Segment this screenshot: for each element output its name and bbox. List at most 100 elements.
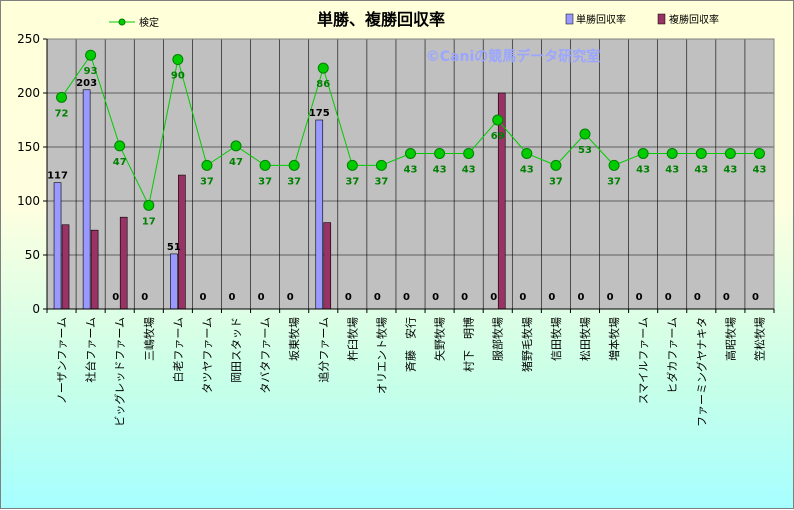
data-label-kentei: 43 bbox=[723, 164, 737, 175]
data-label-kentei: 37 bbox=[200, 176, 214, 187]
data-label-tansho: 0 bbox=[723, 292, 730, 303]
data-label-kentei: 43 bbox=[520, 164, 534, 175]
legend-swatch-fukusho bbox=[657, 13, 666, 25]
data-label-tansho: 0 bbox=[112, 292, 119, 303]
bar-tansho bbox=[170, 253, 178, 310]
legend-label-fukusho: 複勝回収率 bbox=[669, 13, 719, 26]
y-tick-label: 100 bbox=[17, 194, 40, 208]
data-label-tansho: 0 bbox=[199, 292, 206, 303]
x-category-label: タバタファーム bbox=[259, 317, 272, 394]
data-label-tansho: 0 bbox=[287, 292, 294, 303]
x-category-label: 岡田スタッド bbox=[230, 317, 243, 383]
line-series bbox=[56, 49, 765, 211]
bar-tansho bbox=[53, 182, 62, 310]
data-label-kentei: 43 bbox=[404, 164, 418, 175]
y-tick-label: 0 bbox=[32, 302, 40, 316]
bar-tansho bbox=[315, 119, 324, 310]
y-tick-label: 150 bbox=[17, 140, 40, 154]
data-label-kentei: 17 bbox=[142, 216, 156, 227]
data-label-tansho: 0 bbox=[461, 292, 468, 303]
legend-swatch-tansho bbox=[565, 13, 574, 25]
bar-fukusho bbox=[61, 224, 70, 310]
kentei-point bbox=[56, 91, 68, 103]
data-label-tansho: 0 bbox=[432, 292, 439, 303]
kentei-point bbox=[230, 140, 242, 152]
data-label-kentei: 53 bbox=[578, 145, 592, 156]
kentei-point bbox=[753, 147, 765, 159]
kentei-point bbox=[172, 54, 184, 66]
kentei-point bbox=[201, 159, 213, 171]
kentei-point bbox=[85, 49, 97, 61]
x-category-label: オリエント牧場 bbox=[374, 317, 388, 394]
data-label-tansho: 0 bbox=[519, 292, 526, 303]
x-category-label: スマイルファーム bbox=[637, 317, 650, 404]
data-label-kentei: 69 bbox=[491, 131, 505, 142]
axes: 0 50 100 150 200 250 ノーザンファーム 社台ファーム ビッグレッドファーム 三… bbox=[17, 32, 775, 427]
x-category-label: 笠松牧場 bbox=[752, 317, 766, 361]
data-label-kentei: 43 bbox=[462, 164, 476, 175]
data-label-kentei: 90 bbox=[171, 71, 185, 82]
kentei-point bbox=[637, 147, 649, 159]
kentei-point bbox=[346, 159, 358, 171]
data-label-tansho: 0 bbox=[141, 292, 148, 303]
plot-area bbox=[47, 39, 774, 309]
data-label-kentei: 37 bbox=[607, 176, 621, 187]
x-category-label: ヒダカファーム bbox=[665, 317, 679, 394]
kentei-point bbox=[317, 62, 329, 74]
data-label-tansho: 0 bbox=[374, 292, 381, 303]
kentei-point bbox=[550, 159, 562, 171]
kentei-point bbox=[724, 147, 736, 159]
x-category-label: 三嶋牧場 bbox=[142, 317, 156, 361]
y-tick-label: 50 bbox=[25, 248, 40, 262]
kentei-point bbox=[143, 199, 155, 211]
watermark: ©Caniの競馬データ研究室 bbox=[426, 48, 601, 65]
x-category-label: 社台ファーム bbox=[84, 317, 98, 383]
kentei-point bbox=[521, 147, 533, 159]
kentei-point bbox=[666, 147, 678, 159]
data-label-kentei: 43 bbox=[433, 164, 447, 175]
x-category-label: 坂東牧場 bbox=[287, 317, 301, 361]
data-label-tansho: 0 bbox=[577, 292, 584, 303]
data-label-kentei: 37 bbox=[549, 176, 563, 187]
data-label-tansho: 0 bbox=[345, 292, 352, 303]
data-label-kentei: 43 bbox=[636, 164, 650, 175]
data-label-tansho: 0 bbox=[665, 292, 672, 303]
kentei-point bbox=[492, 114, 504, 126]
kentei-point bbox=[259, 159, 271, 171]
legend-label-tansho: 単勝回収率 bbox=[576, 13, 626, 26]
data-label-tansho: 203 bbox=[76, 78, 97, 89]
x-category-label: ノーザンファーム bbox=[56, 317, 69, 404]
bar-fukusho bbox=[497, 92, 506, 310]
x-category-label: 信田牧場 bbox=[549, 317, 563, 361]
data-label-tansho: 0 bbox=[694, 292, 701, 303]
data-label-kentei: 43 bbox=[694, 164, 708, 175]
data-label-tansho: 0 bbox=[752, 292, 759, 303]
x-category-label: 矢野牧場 bbox=[433, 317, 447, 361]
y-tick-label: 250 bbox=[17, 32, 40, 46]
data-label-tansho: 0 bbox=[229, 292, 236, 303]
data-label-tansho: 0 bbox=[636, 292, 643, 303]
x-category-label: 松田牧場 bbox=[578, 317, 592, 361]
data-label-tansho: 0 bbox=[548, 292, 555, 303]
data-label-tansho: 51 bbox=[167, 242, 181, 253]
data-label-kentei: 93 bbox=[84, 66, 98, 77]
data-label-kentei: 37 bbox=[345, 176, 359, 187]
kentei-point bbox=[463, 147, 475, 159]
data-label-tansho: 0 bbox=[607, 292, 614, 303]
bars bbox=[53, 89, 506, 310]
kentei-point bbox=[579, 128, 591, 140]
data-label-kentei: 72 bbox=[55, 108, 69, 119]
data-label-kentei: 37 bbox=[258, 176, 272, 187]
x-category-label: 斉藤 安行 bbox=[404, 317, 418, 372]
data-label-tansho: 0 bbox=[258, 292, 265, 303]
x-category-label: 高昭牧場 bbox=[723, 317, 737, 361]
x-category-label: 白老ファーム bbox=[171, 317, 185, 383]
bar-fukusho bbox=[323, 222, 332, 310]
chart-title: 単勝、複勝回収率 bbox=[317, 10, 445, 29]
bar-fukusho bbox=[119, 216, 128, 310]
bar-fukusho bbox=[90, 229, 99, 310]
bar-tansho bbox=[82, 89, 91, 310]
legend-label-kentei: 検定 bbox=[139, 16, 159, 29]
data-labels: 117 203 0 0 51 0 0 0 0 175 0 0 0 0 0 0 0 0 0 0 0 0 0 0 0 72 93 47 17… bbox=[47, 66, 766, 303]
